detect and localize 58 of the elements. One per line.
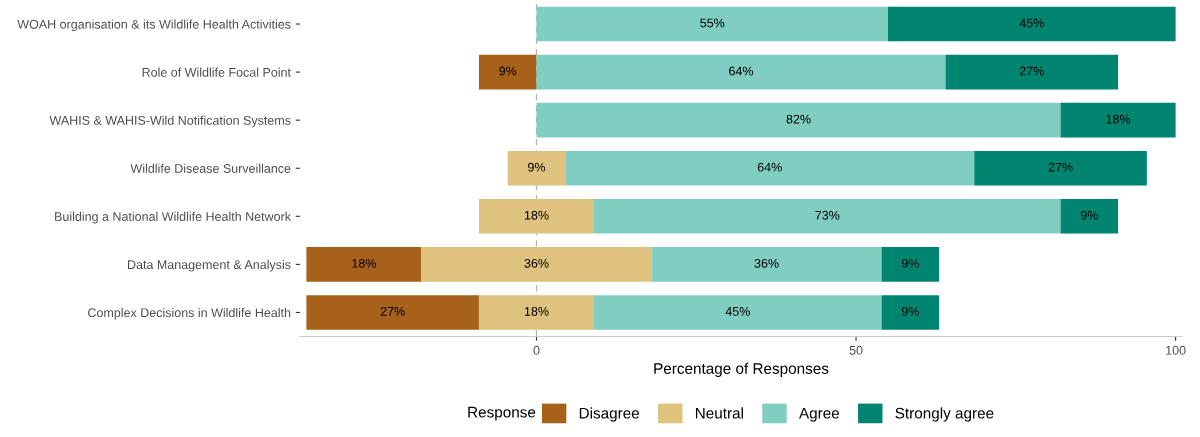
data-label: 36% [524,258,549,268]
bar [306,295,479,330]
legend-title: Response [468,406,536,421]
bar [881,295,940,330]
y-tick-label: Complex Decisions in Wildlife Health [88,307,291,320]
bar [974,150,1147,186]
bar [888,6,1176,42]
bar [1060,102,1176,138]
data-label: 9% [901,258,919,268]
y-tick-label: WOAH organisation & its Wildlife Health Activities [17,19,291,32]
data-label: 18% [524,210,549,220]
data-label: 18% [1106,114,1131,124]
bar [594,295,882,330]
x-tick-label: 100 [1166,345,1186,355]
data-label: 18% [524,306,549,316]
data-label: 9% [528,162,546,172]
data-label: 73% [815,210,840,220]
data-label: 36% [754,258,779,268]
y-tick-label: Building a National Wildlife Health Network [55,211,291,224]
y-tick-label: WAHIS & WAHIS-Wild Notification Systems [49,115,291,128]
data-label: 55% [700,18,725,28]
bar [536,6,888,42]
data-label: 27% [1048,162,1073,172]
bar [594,199,1061,234]
x-axis-title: Percentage of Responses [654,362,829,377]
data-label: 45% [725,307,750,316]
bar [478,295,594,330]
data-label: 27% [1019,66,1044,76]
y-tick-label: Wildlife Disease Surveillance [130,163,291,173]
y-tick-label: Role of Wildlife Focal Point [142,67,291,77]
data-label: 18% [352,258,376,268]
data-label: 82% [786,114,811,124]
data-label: 9% [901,306,919,316]
legend-label: Neutral [695,407,743,419]
legend-label: Agree [798,407,840,422]
bar [306,247,422,282]
bar [536,102,1061,138]
bar [536,54,946,90]
bar [478,54,537,90]
data-label: 27% [380,306,405,316]
x-tick-label: 50 [849,345,863,355]
bar [945,54,1119,90]
data-label: 9% [499,66,517,76]
bar [651,247,882,282]
bar [421,247,652,282]
x-tick-label: 0 [533,345,540,355]
bar [507,150,566,186]
data-label: 64% [729,66,754,76]
y-tick-label: Data Management & Analysis [128,259,291,272]
legend-label: Disagree [579,407,640,422]
data-label: 64% [757,162,782,172]
bar [478,199,594,234]
data-label: 45% [1019,18,1044,28]
bar [1060,199,1119,234]
legend-label: Strongly agree [895,407,994,422]
bar [881,247,940,282]
bar [565,150,975,186]
data-label: 9% [1080,210,1098,220]
